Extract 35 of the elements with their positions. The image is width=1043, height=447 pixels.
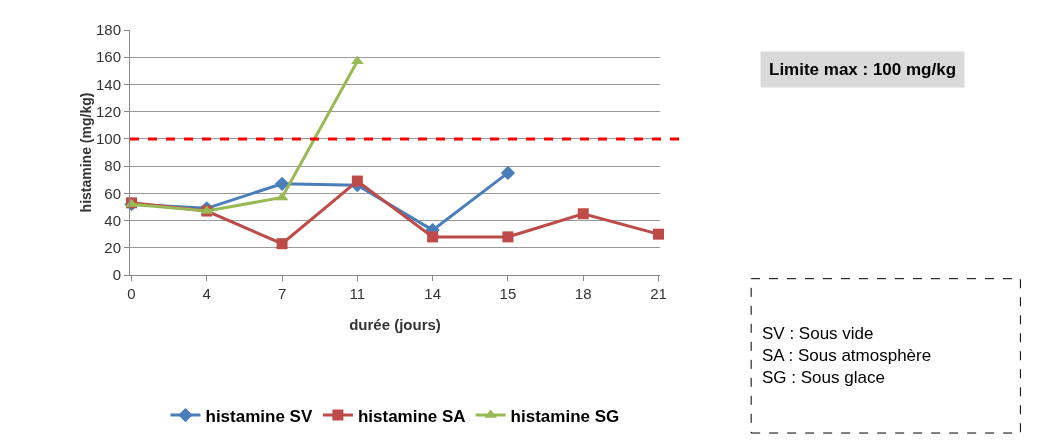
legend-label: histamine SG (510, 406, 620, 426)
legend-label: histamine SV (205, 406, 313, 426)
text: Limite max : 100 mg/kg (769, 60, 957, 79)
x-tick-label: 18 (574, 285, 592, 302)
y-tick-label: 60 (104, 184, 121, 202)
y-tick-label: 180 (95, 21, 121, 39)
y-tick-label: 20 (104, 239, 121, 257)
x-tick-label: 4 (202, 285, 211, 302)
y-tick-label: 120 (95, 102, 121, 120)
point (427, 231, 439, 243)
point (652, 228, 664, 240)
y-axis-title: histamine (mg/kg) (77, 92, 94, 213)
point (577, 208, 589, 220)
x-tick-label: 15 (499, 285, 517, 302)
point (351, 175, 363, 187)
x-tick-label: 11 (349, 285, 366, 302)
text: SV : Sous vide SA : Sous atmosphère SG : Sous glace (762, 324, 932, 388)
y-tick-label: 40 (104, 211, 121, 229)
point (275, 191, 289, 201)
y-tick-label: 160 (95, 48, 121, 66)
x-tick-label: 21 (650, 285, 667, 302)
y-tick-label: 100 (95, 130, 121, 148)
x-tick-label: 0 (127, 285, 136, 302)
point (500, 165, 516, 181)
y-tick-label: 0 (112, 266, 121, 284)
legend-label: histamine SA (357, 406, 466, 426)
point (276, 238, 288, 250)
x-tick-label: 14 (424, 285, 441, 302)
point (274, 176, 290, 191)
point (351, 55, 364, 65)
y-tick-label: 140 (95, 75, 121, 93)
y-tick-label: 80 (104, 157, 121, 175)
x-tick-label: 7 (277, 285, 287, 302)
point (502, 231, 514, 243)
x-axis-title: durée (jours) (349, 316, 441, 333)
